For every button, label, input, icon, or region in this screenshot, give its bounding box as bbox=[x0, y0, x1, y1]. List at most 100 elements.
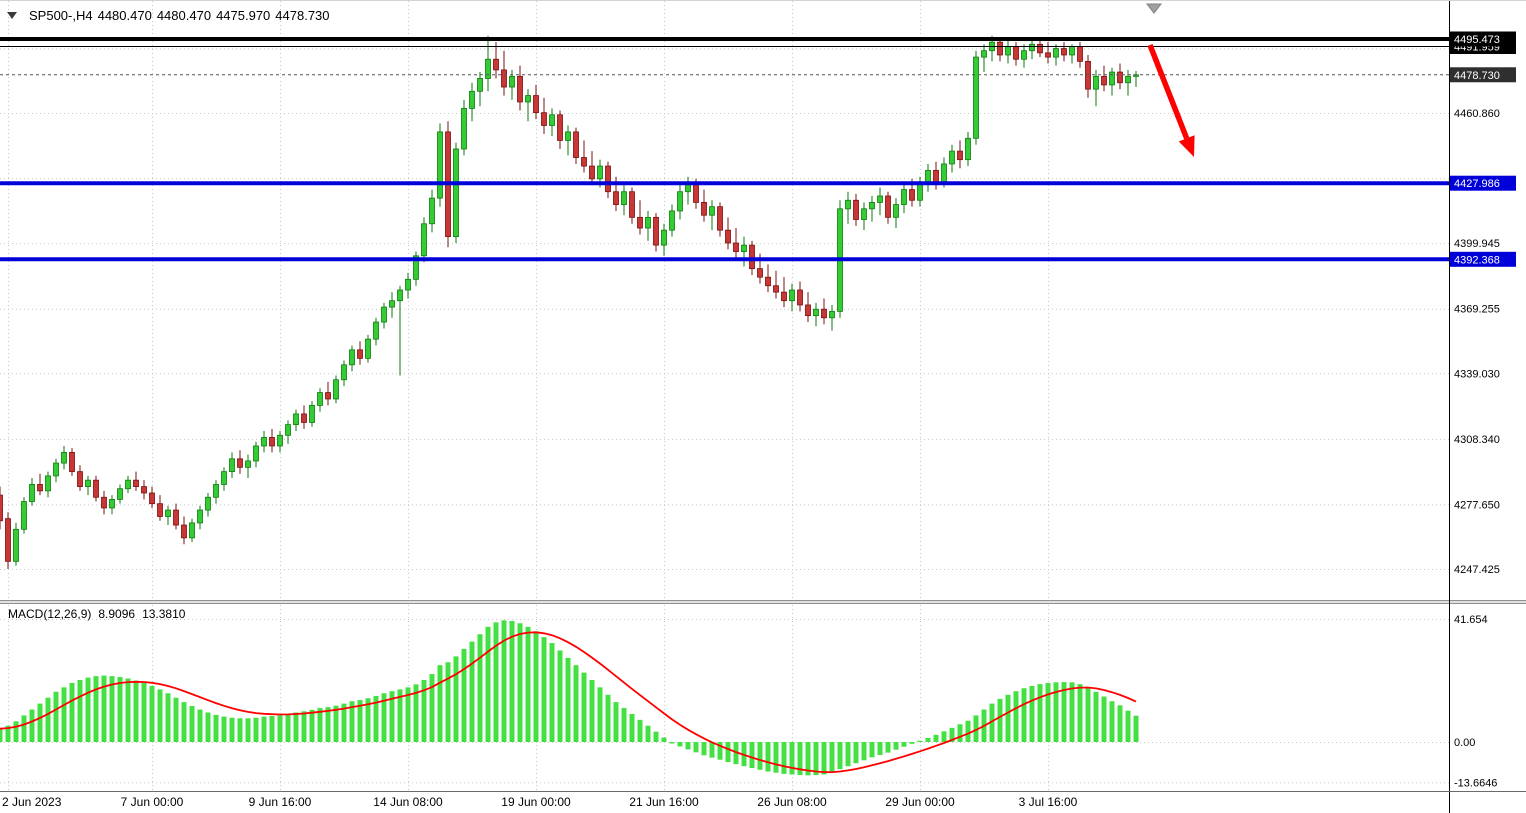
macd-histogram-bar bbox=[189, 705, 195, 742]
date-axis-label: 9 Jun 16:00 bbox=[249, 795, 312, 809]
candle-body bbox=[485, 58, 491, 79]
macd-histogram-bar bbox=[93, 676, 99, 742]
macd-histogram-bar bbox=[837, 742, 843, 770]
candle-body bbox=[565, 131, 571, 141]
candle-body bbox=[261, 437, 267, 447]
candle-body bbox=[965, 137, 971, 161]
macd-histogram-bar bbox=[605, 694, 611, 742]
candle-body bbox=[1093, 75, 1099, 90]
price-axis-label: 4277.650 bbox=[1454, 499, 1500, 511]
macd-histogram-bar bbox=[829, 742, 835, 773]
macd-histogram-bar bbox=[997, 698, 1003, 742]
price-axis-background[interactable] bbox=[1450, 1, 1526, 813]
candle-body bbox=[741, 244, 747, 252]
macd-histogram-bar bbox=[53, 691, 59, 742]
macd-histogram-bar bbox=[405, 687, 411, 742]
candle-body bbox=[309, 404, 315, 423]
macd-histogram-bar bbox=[389, 691, 395, 742]
macd-histogram-bar bbox=[269, 716, 275, 742]
candle-body bbox=[557, 114, 563, 141]
date-axis-background[interactable] bbox=[0, 792, 1526, 813]
macd-histogram-bar bbox=[973, 715, 979, 742]
candle-body bbox=[397, 289, 403, 302]
date-axis-label: 2 Jun 2023 bbox=[2, 795, 62, 809]
level-price-label-box bbox=[1450, 31, 1516, 47]
macd-histogram-bar bbox=[309, 709, 315, 742]
macd-signal-line[interactable] bbox=[0, 631, 1137, 773]
macd-histogram-bar bbox=[813, 742, 819, 776]
macd-histogram-bar bbox=[917, 740, 923, 742]
candle-body bbox=[381, 306, 387, 323]
macd-histogram-bar bbox=[517, 623, 523, 742]
candle-body bbox=[205, 496, 211, 511]
candle-body bbox=[333, 379, 339, 400]
candle-body bbox=[813, 308, 819, 317]
candle-body bbox=[701, 201, 707, 216]
candle-body bbox=[917, 182, 923, 201]
candle-body bbox=[405, 278, 411, 291]
macd-histogram-bar bbox=[1005, 694, 1011, 742]
macd-signal-value: 13.3810 bbox=[142, 607, 186, 621]
macd-histogram-bar bbox=[573, 665, 579, 742]
macd-histogram-bar bbox=[157, 689, 163, 742]
macd-histogram-bar bbox=[101, 675, 107, 742]
macd-histogram-bar bbox=[709, 742, 715, 758]
macd-histogram-bar bbox=[549, 643, 555, 742]
candle-body bbox=[901, 189, 907, 205]
level-price-label-box bbox=[1450, 175, 1516, 191]
date-axis-label: 7 Jun 00:00 bbox=[121, 795, 184, 809]
macd-histogram-bar bbox=[957, 724, 963, 742]
downtrend-arrow-shaft[interactable] bbox=[1147, 43, 1190, 140]
candle-body bbox=[317, 392, 323, 406]
candle-body bbox=[221, 471, 227, 485]
candle-body bbox=[365, 338, 371, 359]
date-axis-label: 14 Jun 08:00 bbox=[373, 795, 443, 809]
macd-histogram-bar bbox=[149, 685, 155, 742]
macd-histogram-bar bbox=[213, 714, 219, 742]
candle-body bbox=[373, 321, 379, 340]
one-click-trading-expand-icon[interactable] bbox=[7, 12, 17, 19]
candle-body bbox=[53, 462, 59, 477]
macd-histogram-bar bbox=[757, 742, 763, 770]
candle-body bbox=[277, 434, 283, 447]
candle-body bbox=[501, 69, 507, 88]
candle-body bbox=[629, 191, 635, 218]
macd-histogram-bar bbox=[1093, 691, 1099, 742]
candle-body bbox=[821, 308, 827, 319]
candle-body bbox=[973, 56, 979, 139]
candle-body bbox=[293, 413, 299, 426]
macd-histogram-bar bbox=[109, 676, 115, 742]
macd-histogram-bar bbox=[1013, 691, 1019, 742]
macd-histogram-bar bbox=[5, 725, 11, 742]
macd-histogram-bar bbox=[493, 622, 499, 742]
macd-histogram-bar bbox=[381, 693, 387, 742]
macd-histogram-bar bbox=[925, 737, 931, 742]
candle-body bbox=[421, 223, 427, 257]
candle-body bbox=[125, 479, 131, 490]
macd-histogram-bar bbox=[1117, 705, 1123, 742]
candle-body bbox=[605, 165, 611, 193]
candle-body bbox=[909, 189, 915, 201]
panel-splitter[interactable] bbox=[0, 600, 1526, 604]
candle-body bbox=[229, 458, 235, 473]
candle-body bbox=[765, 276, 771, 287]
macd-histogram-bar bbox=[37, 703, 43, 742]
macd-histogram-bar bbox=[693, 742, 699, 753]
chart-shift-marker-icon[interactable] bbox=[1145, 3, 1163, 14]
macd-histogram-bar bbox=[509, 620, 515, 742]
downtrend-arrow-head[interactable] bbox=[1178, 135, 1195, 157]
price-axis-label: 4369.255 bbox=[1454, 304, 1500, 316]
macd-histogram-bar bbox=[613, 702, 619, 742]
macd-histogram-bar bbox=[949, 727, 955, 742]
macd-histogram-bar bbox=[29, 709, 35, 742]
candle-body bbox=[165, 509, 171, 517]
date-axis-label: 21 Jun 16:00 bbox=[629, 795, 699, 809]
candle-body bbox=[37, 484, 43, 492]
macd-histogram-bar bbox=[525, 626, 531, 742]
candle-body bbox=[845, 199, 851, 210]
candle-body bbox=[413, 255, 419, 280]
candle-body bbox=[773, 285, 779, 293]
macd-histogram-bar bbox=[853, 742, 859, 764]
macd-histogram-bar bbox=[125, 678, 131, 742]
